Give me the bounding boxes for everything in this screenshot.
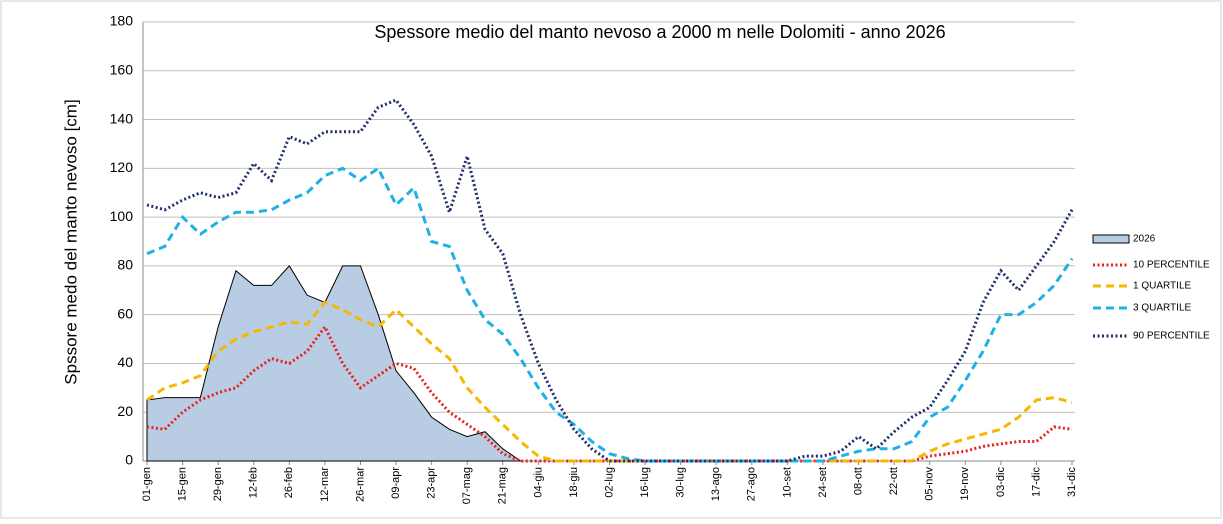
- x-tick-label: 04-giu: [532, 467, 544, 498]
- series-line: [146, 166, 1074, 463]
- x-tick-label: 19-nov: [959, 467, 971, 501]
- series-line: [146, 323, 1073, 463]
- x-tick-label: 12-mar: [319, 467, 331, 502]
- x-tick-label: 09-apr: [390, 467, 402, 499]
- x-tick-label: 30-lug: [675, 467, 687, 498]
- y-tick-label: 100: [110, 208, 134, 224]
- y-tick-label: 0: [125, 452, 133, 468]
- x-tick-label: 16-lug: [639, 467, 651, 498]
- y-tick-label: 160: [110, 61, 134, 77]
- x-tick-label: 18-giu: [568, 467, 580, 498]
- chart-title: Spessore medio del manto nevoso a 2000 m…: [374, 22, 945, 42]
- legend-label: 3 QUARTILE: [1133, 303, 1191, 314]
- x-tick-label: 05-nov: [924, 467, 936, 501]
- legend-label: 90 PERCENTILE: [1133, 331, 1210, 342]
- x-tick-label: 01-gen: [141, 467, 153, 501]
- series-line: [146, 300, 1073, 463]
- x-tick-label: 29-gen: [212, 467, 224, 501]
- x-tick-label: 27-ago: [746, 467, 758, 501]
- x-tick-label: 15-gen: [176, 467, 188, 501]
- x-tick-label: 13-ago: [710, 467, 722, 501]
- x-tick-label: 08-ott: [852, 467, 864, 495]
- x-tick-label: 07-mag: [461, 467, 473, 504]
- y-tick-label: 140: [110, 110, 134, 126]
- y-tick-label: 40: [117, 354, 133, 370]
- x-tick-label: 31-dic: [1066, 467, 1078, 497]
- x-tick-label: 02-lug: [603, 467, 615, 498]
- y-tick-label: 60: [117, 305, 133, 321]
- y-tick-label: 120: [110, 159, 134, 175]
- x-tick-label: 10-set: [781, 467, 793, 498]
- y-tick-label: 180: [110, 13, 134, 29]
- x-tick-label: 03-dic: [995, 467, 1007, 497]
- x-tick-label: 12-feb: [248, 467, 260, 498]
- x-tick-label: 23-apr: [426, 467, 438, 499]
- x-tick-label: 22-ott: [888, 467, 900, 495]
- legend-key: [1092, 234, 1130, 244]
- legend-label: 10 PERCENTILE: [1133, 260, 1210, 271]
- x-tick-label: 26-mar: [354, 467, 366, 502]
- x-tick-label: 26-feb: [283, 467, 295, 498]
- area: [146, 265, 523, 462]
- x-tick-label: 21-mag: [497, 467, 509, 504]
- y-tick-label: 80: [117, 257, 133, 273]
- y-tick-label: 20: [117, 403, 133, 419]
- y-axis-label: Spssore medo del manto nevoso [cm]: [61, 99, 80, 384]
- x-tick-label: 17-dic: [1030, 467, 1042, 497]
- x-tick-label: 24-set: [817, 467, 829, 498]
- legend-label: 1 QUARTILE: [1133, 281, 1191, 292]
- legend-label: 2026: [1133, 234, 1156, 245]
